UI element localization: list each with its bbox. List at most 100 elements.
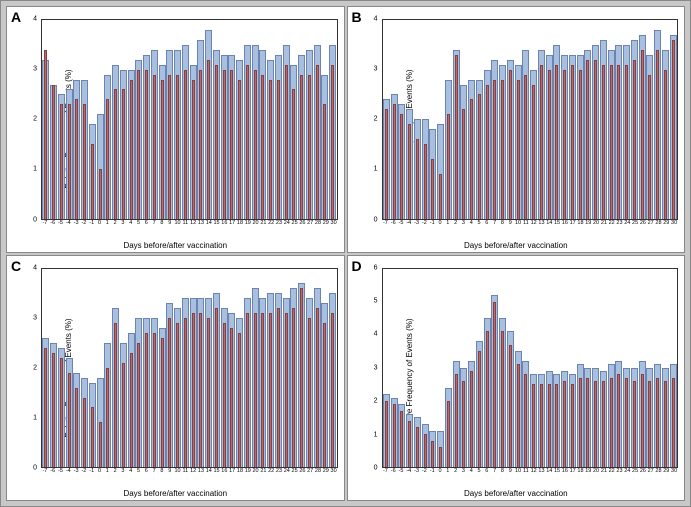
- bar-red: [261, 313, 264, 467]
- x-tick-label: 10: [174, 220, 180, 226]
- y-tick-label: 1: [374, 431, 378, 438]
- bar-red: [470, 99, 473, 218]
- x-tick-label: 21: [260, 220, 266, 226]
- x-tick-label: 29: [663, 220, 669, 226]
- x-tick-label: -6: [391, 220, 396, 226]
- x-tick-label: 30: [331, 220, 337, 226]
- bar-red: [75, 99, 78, 218]
- bar-group: [646, 20, 654, 219]
- bar-group: [42, 20, 50, 219]
- x-tick-label: 24: [284, 468, 290, 474]
- bar-red: [52, 85, 55, 219]
- bar-group: [298, 20, 306, 219]
- x-tick-label: 21: [260, 468, 266, 474]
- x-tick-label: -4: [66, 468, 71, 474]
- x-tick-label: 16: [221, 468, 227, 474]
- bar-group: [607, 20, 615, 219]
- x-tick-label: 21: [601, 468, 607, 474]
- bar-group: [65, 269, 73, 468]
- x-tick-label: 2: [114, 220, 117, 226]
- bar-group: [306, 269, 314, 468]
- bar-red: [540, 384, 543, 467]
- bar-group: [631, 269, 639, 468]
- x-tick-label: 23: [276, 220, 282, 226]
- bar-red: [478, 94, 481, 218]
- bar-group: [267, 269, 275, 468]
- bar-red: [99, 422, 102, 467]
- y-tick-label: 4: [33, 264, 37, 271]
- bar-group: [81, 20, 89, 219]
- bar-group: [290, 269, 298, 468]
- bar-red: [486, 85, 489, 219]
- x-tick-label: 18: [237, 468, 243, 474]
- bar-red: [145, 333, 148, 467]
- bar-group: [189, 269, 197, 468]
- x-tick-label: 6: [485, 468, 488, 474]
- x-tick-label: -5: [58, 220, 63, 226]
- bar-group: [600, 20, 608, 219]
- bar-group: [274, 20, 282, 219]
- x-tick-label: -3: [414, 468, 419, 474]
- bar-red: [331, 313, 334, 467]
- bar-group: [96, 269, 104, 468]
- bar-red: [617, 65, 620, 219]
- x-tick-label: 27: [307, 220, 313, 226]
- bar-group: [182, 269, 190, 468]
- bar-group: [104, 20, 112, 219]
- bar-group: [662, 269, 670, 468]
- x-tick-label: 17: [229, 220, 235, 226]
- bar-group: [197, 20, 205, 219]
- bar-red: [331, 65, 334, 219]
- bar-red: [52, 353, 55, 467]
- bar-group: [483, 20, 491, 219]
- bar-red: [548, 70, 551, 219]
- y-tick-label: 6: [374, 264, 378, 271]
- bar-red: [424, 434, 427, 467]
- x-tick-label: -7: [42, 220, 47, 226]
- x-tick-label: 23: [616, 220, 622, 226]
- bar-red: [215, 65, 218, 219]
- bar-red: [230, 70, 233, 219]
- x-tick-label: 2: [454, 468, 457, 474]
- bar-group: [592, 269, 600, 468]
- bar-group: [437, 20, 445, 219]
- plot-area: [41, 268, 338, 469]
- bar-red: [308, 318, 311, 467]
- y-tick-label: 2: [33, 364, 37, 371]
- bar-group: [406, 269, 414, 468]
- x-tick-label: 3: [121, 220, 124, 226]
- y-tick-label: 0: [374, 216, 378, 223]
- bar-red: [269, 313, 272, 467]
- bar-red: [316, 65, 319, 219]
- y-tick-label: 3: [374, 364, 378, 371]
- x-tick-label: 20: [253, 220, 259, 226]
- bar-red: [664, 70, 667, 219]
- x-ticks: -7-6-5-4-3-2-101234567891011121314151617…: [382, 220, 679, 230]
- bar-red: [625, 65, 628, 219]
- y-tick-label: 2: [374, 398, 378, 405]
- x-tick-label: 18: [577, 220, 583, 226]
- bar-group: [58, 269, 66, 468]
- y-tick-label: 3: [33, 314, 37, 321]
- x-tick-label: 22: [609, 468, 615, 474]
- bar-red: [509, 70, 512, 219]
- bar-group: [499, 20, 507, 219]
- x-tick-label: -6: [50, 468, 55, 474]
- bar-group: [236, 269, 244, 468]
- x-tick-label: 30: [331, 468, 337, 474]
- bar-red: [400, 411, 403, 467]
- x-tick-label: 6: [485, 220, 488, 226]
- bar-group: [182, 20, 190, 219]
- x-tick-label: 20: [593, 468, 599, 474]
- x-tick-label: 6: [145, 468, 148, 474]
- bar-red: [99, 169, 102, 219]
- y-tick-label: 2: [33, 116, 37, 123]
- bar-group: [127, 269, 135, 468]
- bar-red: [633, 381, 636, 467]
- x-tick-label: -4: [66, 220, 71, 226]
- bar-group: [259, 20, 267, 219]
- bar-group: [638, 269, 646, 468]
- x-tick-label: 27: [307, 468, 313, 474]
- bar-group: [476, 269, 484, 468]
- x-tick-label: 25: [632, 468, 638, 474]
